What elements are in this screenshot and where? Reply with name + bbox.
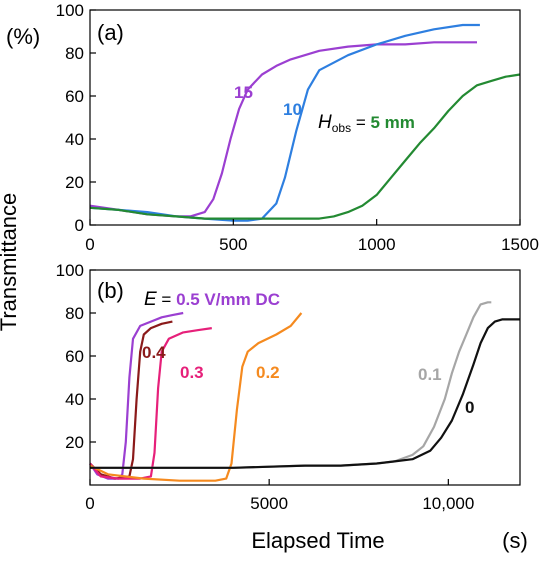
hobs-symbol: H	[318, 112, 332, 133]
series-label-0.3: 0.3	[180, 363, 204, 382]
e-equals: =	[157, 290, 176, 309]
panel-b-frame	[89, 269, 521, 486]
series-line-15	[89, 41, 477, 218]
hobs-equals: =	[351, 113, 370, 132]
x-tick-label: 0	[85, 235, 94, 254]
y-tick-label: 100	[56, 261, 84, 280]
series-label-5mm: 5 mm	[370, 113, 414, 132]
y-tick-label: 20	[65, 173, 84, 192]
e-annotation: E = 0.5 V/mm DC	[144, 289, 280, 310]
series-line-10	[89, 23, 480, 222]
series-label-0.5: 0.5 V/mm DC	[176, 290, 280, 309]
y-axis-unit: (%)	[6, 24, 40, 49]
series-label-0.1: 0.1	[418, 365, 442, 384]
hobs-subscript: obs	[332, 121, 351, 135]
hobs-annotation: Hobs = 5 mm	[318, 112, 415, 135]
y-tick-label: 40	[65, 390, 84, 409]
x-axis-label: Elapsed Time	[251, 528, 384, 553]
y-tick-label: 60	[65, 347, 84, 366]
x-tick-label: 1000	[358, 235, 396, 254]
series-line-0	[90, 318, 520, 469]
x-tick-label: 1500	[501, 235, 539, 254]
series-line-5-mm	[89, 73, 521, 220]
e-symbol: E	[144, 289, 157, 310]
series-label-0.2: 0.2	[256, 363, 280, 382]
panel-a-label: (a)	[97, 20, 124, 45]
series-label-10: 10	[283, 100, 302, 119]
y-tick-label: 80	[65, 304, 84, 323]
y-tick-label: 100	[56, 1, 84, 20]
y-tick-label: 60	[65, 87, 84, 106]
series-label-15: 15	[234, 83, 253, 102]
x-tick-label: 10,000	[422, 494, 474, 513]
y-tick-label: 80	[65, 44, 84, 63]
series-line-0.2	[89, 312, 303, 482]
panel-b-label: (b)	[97, 278, 124, 303]
panel-a-frame	[89, 9, 521, 226]
series-label-0.4: 0.4	[142, 343, 166, 362]
x-tick-label: 5000	[250, 494, 288, 513]
series-line-0.3	[89, 327, 212, 480]
y-tick-label: 20	[65, 433, 84, 452]
y-axis-label: Transmittance	[0, 193, 21, 332]
series-line-0.5-V/mm-DC	[89, 311, 184, 480]
series-label-0: 0	[465, 398, 474, 417]
panel-a: 0 500 1000 1500 0 20 40 60 80 100 (a) (%) 15 10 H…	[6, 1, 539, 254]
x-tick-label: 0	[85, 494, 94, 513]
y-tick-label: 40	[65, 130, 84, 149]
x-axis-unit: (s)	[502, 528, 528, 553]
y-tick-label: 0	[75, 216, 84, 235]
x-tick-label: 500	[219, 235, 247, 254]
